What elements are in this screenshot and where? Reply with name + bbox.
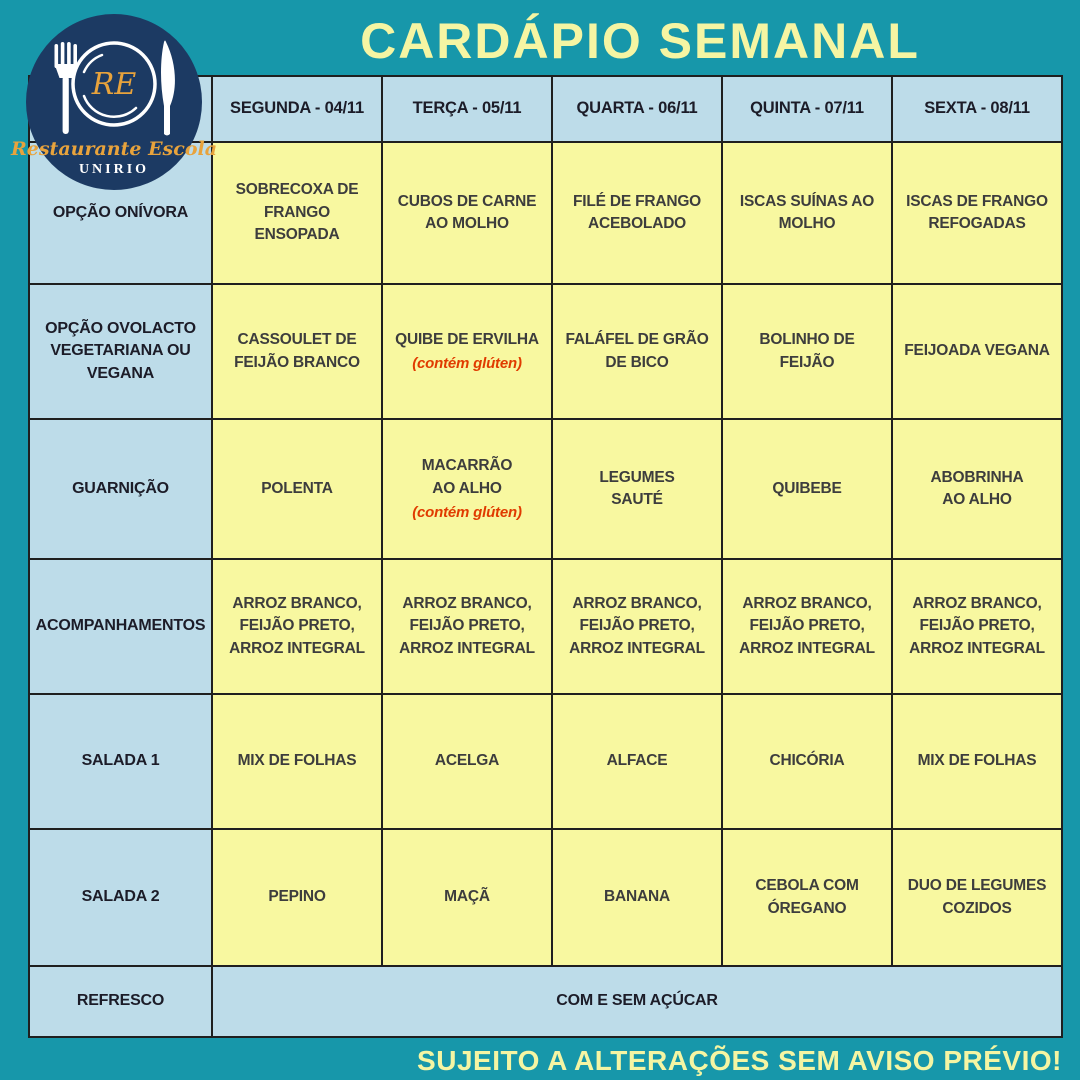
menu-cell: CEBOLA COM ÓREGANO	[723, 830, 893, 967]
fork-icon	[54, 42, 77, 134]
menu-cell: CUBOS DE CARNE AO MOLHO	[383, 143, 553, 285]
menu-item-text: CASSOULET DE FEIJÃO BRANCO	[234, 331, 360, 371]
menu-item-text: MAÇÃ	[444, 888, 490, 906]
menu-item-text: ISCAS DE FRANGO REFOGADAS	[906, 192, 1048, 232]
menu-cell: CASSOULET DE FEIJÃO BRANCO	[213, 285, 383, 420]
menu-item-text: CUBOS DE CARNE AO MOLHO	[397, 192, 537, 232]
knife-icon	[161, 40, 175, 136]
day-header-cell: QUINTA - 07/11	[723, 77, 893, 143]
menu-cell: SOBRECOXA DE FRANGO ENSOPADA	[213, 143, 383, 285]
menu-item-text: FEIJOADA VEGANA	[904, 342, 1050, 360]
menu-cell: ISCAS DE FRANGO REFOGADAS	[893, 143, 1063, 285]
menu-item-text: ARROZ BRANCO, FEIJÃO PRETO, ARROZ INTEGR…	[399, 594, 535, 657]
menu-item-text: ABOBRINHA AO ALHO	[930, 468, 1024, 508]
menu-item-text: ISCAS SUÍNAS AO MOLHO	[739, 192, 875, 232]
menu-item-text: ARROZ BRANCO, FEIJÃO PRETO, ARROZ INTEGR…	[909, 594, 1045, 657]
menu-cell: BANANA	[553, 830, 723, 967]
menu-item-text: QUIBEBE	[772, 479, 842, 497]
refresco-span-cell: COM E SEM AÇÚCAR	[213, 967, 1063, 1038]
menu-item-text: ALFACE	[606, 752, 668, 770]
day-header-cell: TERÇA - 05/11	[383, 77, 553, 143]
menu-cell: FILÉ DE FRANGO ACEBOLADO	[553, 143, 723, 285]
menu-item-text: CEBOLA COM ÓREGANO	[755, 877, 859, 917]
gluten-note: (contém glúten)	[412, 503, 522, 521]
menu-item-text: ARROZ BRANCO, FEIJÃO PRETO, ARROZ INTEGR…	[739, 594, 875, 657]
gluten-note: (contém glúten)	[412, 355, 522, 373]
menu-cell: MACARRÃO AO ALHO (contém glúten)	[383, 420, 553, 560]
restaurant-logo: RE Restaurante Escola UNIRIO	[11, 14, 217, 190]
menu-cell: PEPINO	[213, 830, 383, 967]
menu-cell: ARROZ BRANCO, FEIJÃO PRETO, ARROZ INTEGR…	[553, 560, 723, 695]
menu-item-text: MIX DE FOLHAS	[917, 752, 1037, 770]
menu-cell: ISCAS SUÍNAS AO MOLHO	[723, 143, 893, 285]
menu-item-text: BANANA	[604, 888, 670, 906]
menu-cell: MAÇÃ	[383, 830, 553, 967]
logo-restaurant-name: Restaurante Escola	[10, 138, 218, 160]
row-label-cell: OPÇÃO OVOLACTO VEGETARIANA OU VEGANA	[30, 285, 213, 420]
row-label-cell: REFRESCO	[30, 967, 213, 1038]
row-label-cell: SALADA 1	[30, 695, 213, 830]
row-label-cell: SALADA 2	[30, 830, 213, 967]
menu-item-text: QUIBE DE ERVILHA	[395, 330, 539, 348]
menu-cell: FEIJOADA VEGANA	[893, 285, 1063, 420]
menu-cell: QUIBEBE	[723, 420, 893, 560]
menu-cell: ARROZ BRANCO, FEIJÃO PRETO, ARROZ INTEGR…	[723, 560, 893, 695]
menu-item-text: CHICÓRIA	[769, 752, 845, 770]
menu-item-text: ACELGA	[434, 752, 500, 770]
logo-university-name: UNIRIO	[78, 162, 150, 177]
menu-cell: DUO DE LEGUMES COZIDOS	[893, 830, 1063, 967]
menu-cell: ARROZ BRANCO, FEIJÃO PRETO, ARROZ INTEGR…	[383, 560, 553, 695]
menu-cell: ACELGA	[383, 695, 553, 830]
menu-cell: ABOBRINHA AO ALHO	[893, 420, 1063, 560]
menu-item-text: MIX DE FOLHAS	[237, 752, 357, 770]
row-label-cell: GUARNIÇÃO	[30, 420, 213, 560]
menu-cell: ALFACE	[553, 695, 723, 830]
page-title: CARDÁPIO SEMANAL	[360, 13, 920, 69]
menu-cell: MIX DE FOLHAS	[213, 695, 383, 830]
menu-item-text: FALÁFEL DE GRÃO DE BICO	[565, 331, 709, 371]
menu-item-text: FILÉ DE FRANGO ACEBOLADO	[572, 192, 702, 232]
menu-item-text: POLENTA	[261, 479, 333, 497]
row-label-cell: ACOMPANHAMENTOS	[30, 560, 213, 695]
menu-cell: QUIBE DE ERVILHA (contém glúten)	[383, 285, 553, 420]
menu-item-text: PEPINO	[268, 888, 326, 906]
menu-cell: ARROZ BRANCO, FEIJÃO PRETO, ARROZ INTEGR…	[893, 560, 1063, 695]
menu-cell: FALÁFEL DE GRÃO DE BICO	[553, 285, 723, 420]
day-header-cell: QUARTA - 06/11	[553, 77, 723, 143]
menu-item-text: ARROZ BRANCO, FEIJÃO PRETO, ARROZ INTEGR…	[569, 594, 705, 657]
menu-item-text: LEGUMES SAUTÉ	[599, 468, 675, 508]
menu-cell: POLENTA	[213, 420, 383, 560]
day-header-cell: SEXTA - 08/11	[893, 77, 1063, 143]
fork-plate-knife-icon: RE	[54, 40, 175, 136]
menu-item-text: BOLINHO DE FEIJÃO	[759, 331, 855, 371]
menu-cell: LEGUMES SAUTÉ	[553, 420, 723, 560]
menu-item-text: SOBRECOXA DE FRANGO ENSOPADA	[235, 181, 359, 244]
menu-cell: BOLINHO DE FEIJÃO	[723, 285, 893, 420]
menu-table: SEGUNDA - 04/11 TERÇA - 05/11 QUARTA - 06/…	[28, 75, 1063, 1038]
menu-cell: MIX DE FOLHAS	[893, 695, 1063, 830]
menu-cell: CHICÓRIA	[723, 695, 893, 830]
menu-cell: ARROZ BRANCO, FEIJÃO PRETO, ARROZ INTEGR…	[213, 560, 383, 695]
day-header-cell: SEGUNDA - 04/11	[213, 77, 383, 143]
menu-item-text: MACARRÃO AO ALHO	[421, 457, 513, 497]
disclaimer-text: SUJEITO A ALTERAÇÕES SEM AVISO PRÉVIO!	[417, 1044, 1062, 1076]
menu-item-text: ARROZ BRANCO, FEIJÃO PRETO, ARROZ INTEGR…	[229, 594, 365, 657]
menu-item-text: DUO DE LEGUMES COZIDOS	[907, 877, 1047, 917]
logo-initials: RE	[91, 67, 137, 102]
